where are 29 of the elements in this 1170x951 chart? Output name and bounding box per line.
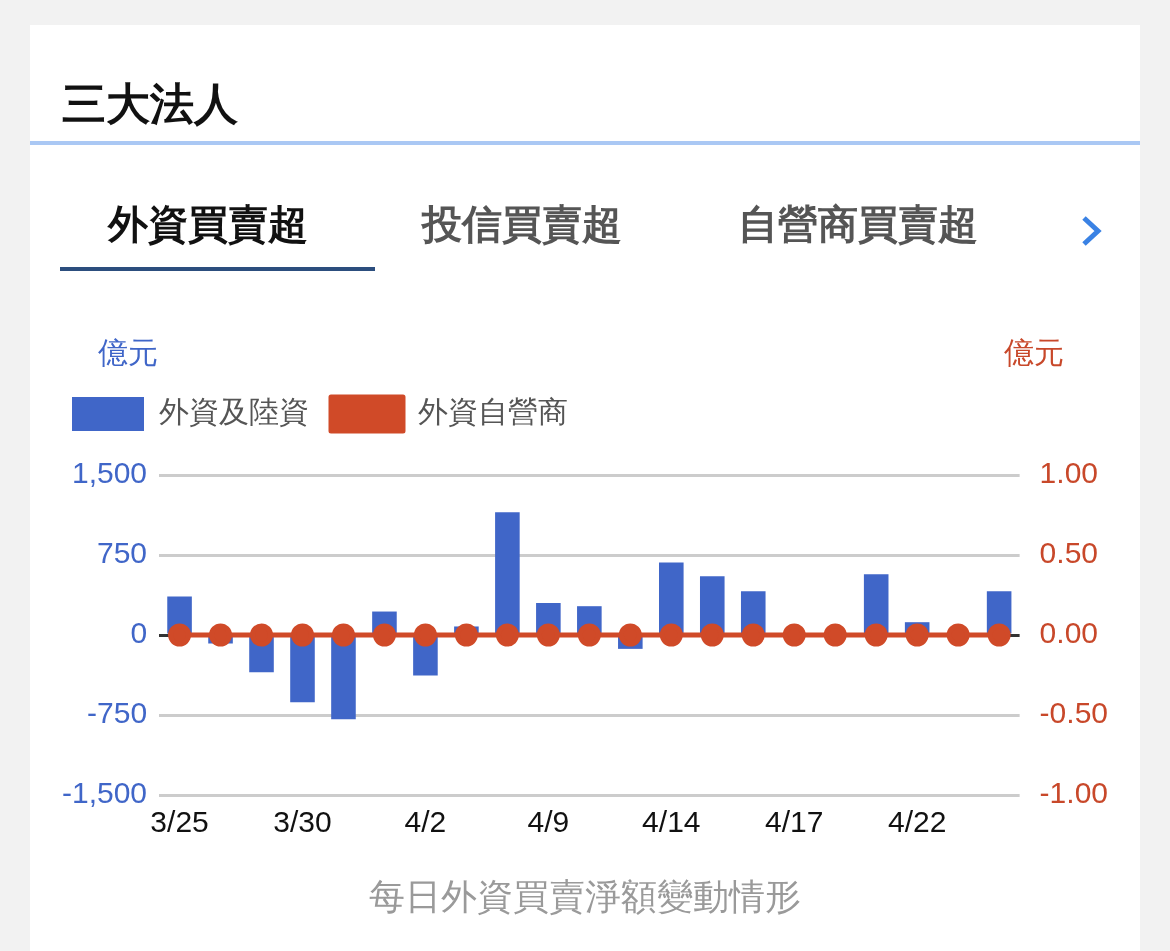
y2-tick-label: 0.00 xyxy=(1039,616,1099,650)
y-tick-label: 1,500 xyxy=(71,456,148,490)
bar xyxy=(659,562,684,634)
x-tick-label: 3/25 xyxy=(150,805,209,839)
y-tick-label: 750 xyxy=(97,536,148,570)
y2-tick-label: 0.50 xyxy=(1039,536,1099,570)
x-tick-label: 4/22 xyxy=(887,805,947,839)
text: 每日外資買賣淨額變動情形 xyxy=(368,875,802,919)
y-tick-label: -750 xyxy=(87,696,148,730)
text: 投信買賣超 xyxy=(422,201,622,248)
legend-label: 外資自營商 xyxy=(418,395,568,429)
legend-label: 外資及陸資 xyxy=(159,395,309,429)
chart-title: 三大法人 xyxy=(62,78,238,130)
y2-tick-label: 1.00 xyxy=(1039,456,1099,490)
y-tick-label: -1,500 xyxy=(61,776,148,810)
y2-tick-label: -0.50 xyxy=(1039,696,1109,730)
bar xyxy=(331,636,356,720)
x-tick-label: 4/14 xyxy=(642,805,701,839)
y2-tick-label: -1.00 xyxy=(1039,776,1109,810)
x-tick-label: 3/30 xyxy=(273,805,332,839)
x-tick-label: 4/2 xyxy=(404,805,447,839)
y2-axis-title: 億元 xyxy=(1004,335,1064,371)
text: 自營商買賣超 xyxy=(738,201,978,248)
x-tick-label: 4/17 xyxy=(765,805,824,839)
y-tick-label: 0 xyxy=(130,616,148,650)
x-tick-label: 4/9 xyxy=(527,805,570,839)
y-axis-title: 億元 xyxy=(98,335,158,371)
bar xyxy=(495,512,520,634)
chart-subtitle: 外資買賣超 xyxy=(108,201,308,248)
